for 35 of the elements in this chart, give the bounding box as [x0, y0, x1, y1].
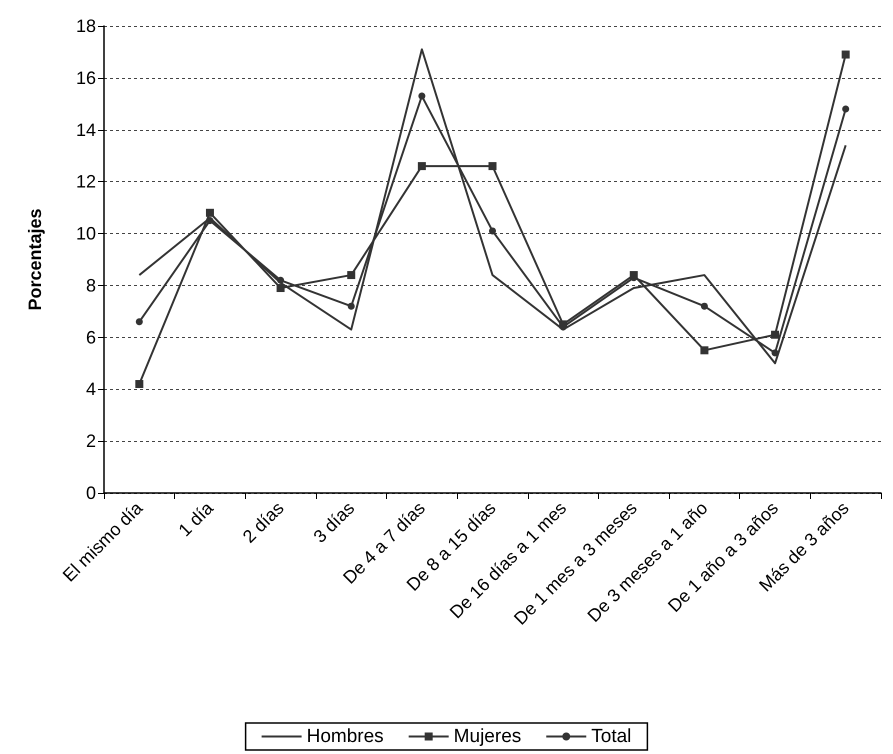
x-tick-label: 2 días	[238, 498, 288, 547]
point	[206, 217, 214, 224]
y-tick-label: 16	[76, 68, 96, 88]
y-tick-label: 2	[86, 431, 96, 452]
point	[700, 302, 708, 310]
point	[348, 302, 355, 310]
y-tick-label: 0	[86, 483, 96, 503]
legend-label: Mujeres	[454, 726, 522, 747]
point	[277, 276, 284, 284]
y-tick-label: 12	[76, 172, 96, 192]
point	[488, 162, 496, 170]
point	[418, 92, 426, 100]
y-tick-label: 14	[76, 120, 96, 140]
x-tick-label: 3 días	[310, 498, 358, 547]
point	[771, 330, 780, 339]
point	[772, 349, 779, 356]
point	[418, 162, 426, 170]
y-tick-label: 4	[86, 379, 96, 400]
point	[135, 380, 144, 388]
y-tick-label: 8	[86, 275, 96, 296]
point	[347, 271, 356, 280]
point	[276, 284, 285, 292]
point	[700, 346, 708, 354]
legend-label: Total	[591, 726, 632, 747]
point	[489, 227, 496, 234]
y-axis-title: Porcentajes	[25, 208, 45, 311]
point	[206, 208, 214, 217]
point	[842, 50, 850, 59]
point	[136, 318, 143, 326]
x-tick-label: 1 día	[174, 498, 218, 540]
point	[842, 106, 850, 113]
y-tick-label: 6	[86, 327, 96, 348]
y-tick-label: 18	[76, 16, 96, 36]
legend-label: Hombres	[306, 726, 384, 747]
y-tick-label: 10	[76, 224, 96, 244]
